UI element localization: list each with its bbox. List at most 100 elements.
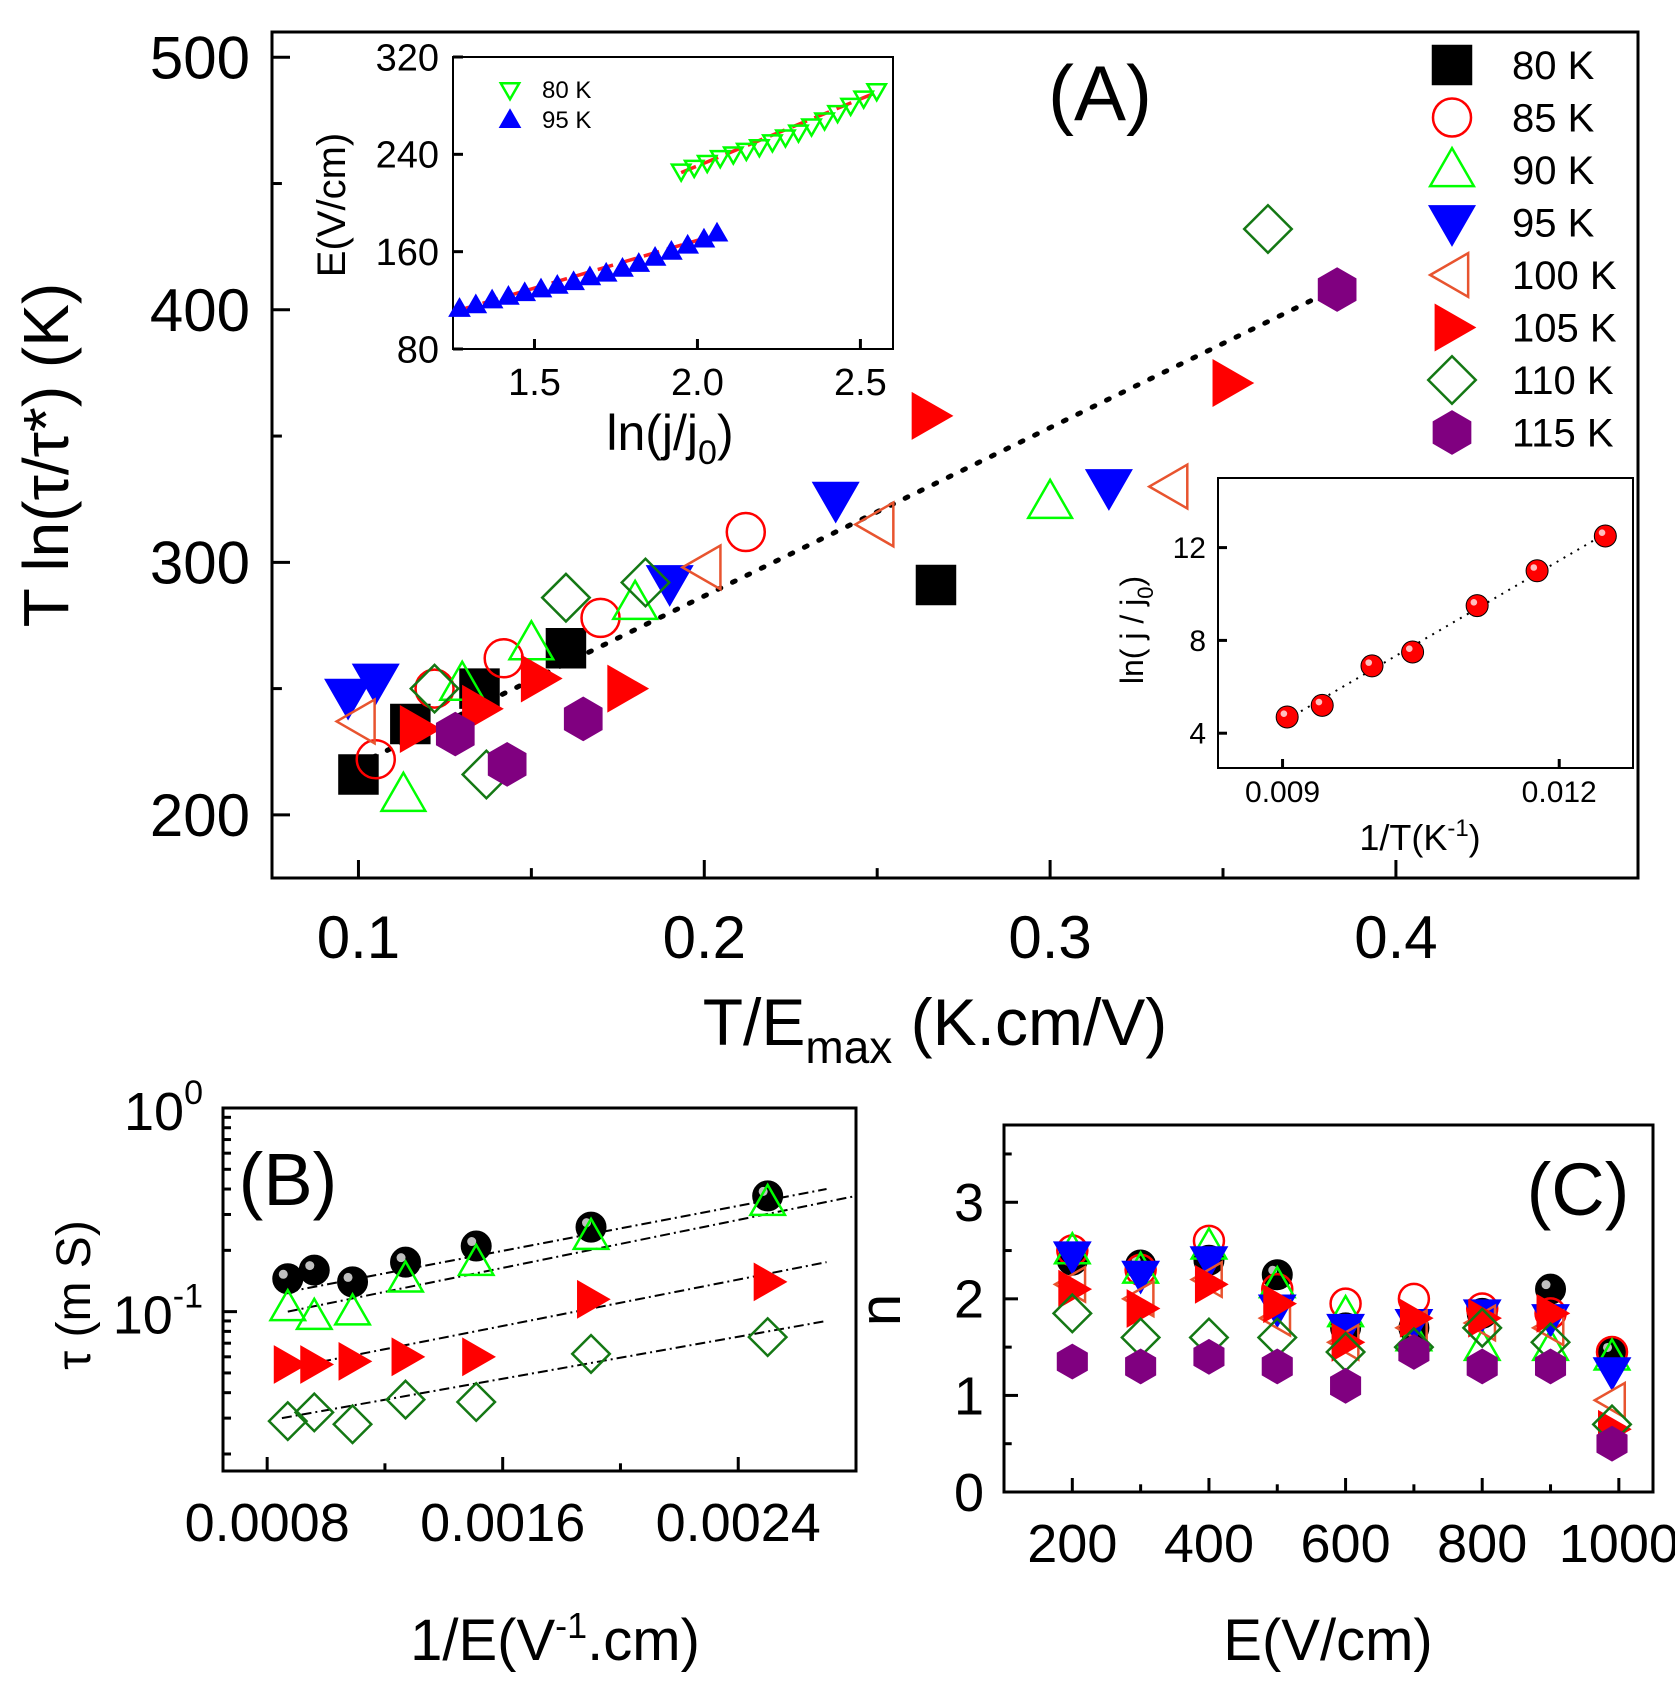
point-ln(j/j0) [1525,559,1549,583]
point-ln(j/j0)-highlight [1280,710,1288,717]
legend-label: 90 K [1512,149,1595,193]
point-105k [462,684,504,733]
inset-legend-marker-95k [498,108,522,129]
point-110k [540,572,592,624]
point-90k [294,1296,334,1331]
point-95k [627,252,651,272]
point-95k [611,256,634,277]
legend-marker-95k [1427,205,1477,247]
point-80k [338,754,379,795]
point-90k [611,578,660,621]
point-95k [705,221,729,242]
point-90k [748,1182,788,1217]
point-ln(j/j0) [1275,705,1299,729]
x-tick-label: 400 [1164,1514,1254,1574]
point-80k [813,112,836,132]
point-95k [480,288,504,309]
y-tick-label: 4 [1189,718,1206,751]
point-80k [839,97,862,118]
point-90k [456,1242,496,1277]
legend-marker-90k [1427,145,1477,188]
point-80k-highlight [343,1272,353,1282]
y-tick-label: 320 [376,37,439,79]
point-110k [409,663,461,715]
point-95k [643,246,667,266]
point-90k [379,770,428,813]
legend-marker-115k [1432,410,1472,455]
point-90k [507,618,556,661]
fit-line [287,1188,827,1293]
point-100k [334,697,376,746]
point-90k [386,1259,425,1293]
panel-b-label: (B) [239,1138,338,1221]
point-95k [594,261,618,282]
point-105k [911,391,954,440]
point-105k [1194,1264,1229,1304]
panel-a-x-label: T/Emax (K.cm/V) [703,985,1168,1073]
panel-a: 0.1 0.2 0.3 0.4 200 300 400 500 (A) T ln(τ/τ*) … [10,24,1640,1073]
point-85k [414,668,455,709]
point-100k [852,500,895,549]
point-90k [333,1291,372,1326]
point-105k [520,654,563,703]
point-95k [1084,469,1133,511]
point-105k [1126,1289,1161,1328]
legend-label: 110 K [1512,359,1614,403]
point-105k [1399,1298,1434,1338]
legend-label: 95 K [1512,202,1595,246]
point-80k [774,129,797,150]
y-tick-label: 300 [150,529,250,596]
point-110k [385,1379,427,1421]
point-85k [725,511,767,553]
point-115k [1596,1425,1628,1462]
y-tick-label: 10-1 [113,1278,203,1346]
point-ln(j/j0)-highlight [1530,564,1538,571]
x-tick-label: 0.0008 [185,1493,350,1553]
point-95k [1189,1246,1229,1280]
point-105k [1212,359,1255,408]
point-80k [826,104,849,125]
point-105k [1263,1284,1298,1324]
panel-c-x-label: E(V/cm) [1223,1608,1432,1673]
y-tick-label: 8 [1189,625,1206,658]
x-tick-label: 0.3 [1008,904,1091,971]
x-tick-label: 0.1 [317,904,400,971]
point-110k [293,1391,335,1433]
point-110k [619,557,672,609]
point-80k [695,154,719,175]
y-tick-label: 200 [150,782,250,849]
point-80k [734,142,758,163]
y-tick-label: 2 [954,1270,984,1330]
point-95k [578,265,602,286]
point-115k [1193,1338,1225,1375]
point-110k [1051,1292,1093,1334]
point-110k [1461,1307,1503,1349]
point-ln(j/j0) [1360,654,1384,678]
point-100k [679,543,722,592]
point-95k [676,233,700,254]
x-tick-label: 0.009 [1245,776,1320,809]
x-tick-label: 1.5 [508,362,561,404]
point-115k [487,742,527,787]
x-tick-label: 600 [1301,1514,1391,1574]
legend-label: 80 K [1512,44,1595,88]
point-ln(j/j0) [1593,524,1617,548]
inset-legend-label: 95 K [542,107,591,134]
point-ln(j/j0)-highlight [1470,599,1478,606]
point-80k-highlight [467,1237,477,1247]
panel-c: 200 400 600 800 1000 0 1 2 3 (C) n E(V/cm) [848,1123,1675,1673]
point-80k [298,1254,330,1286]
y-tick-label: 3 [954,1173,984,1233]
point-95k [660,239,683,260]
point-95k [1052,1241,1092,1276]
point-95k [529,277,553,298]
point-80k [915,564,957,606]
point-95k [545,274,569,294]
point-115k [1466,1348,1498,1385]
point-95k [1121,1260,1161,1295]
point-110k [1242,203,1294,255]
x-tick-label: 2.5 [834,362,887,404]
point-110k [455,1381,497,1423]
point-80k-highlight [1541,1280,1551,1290]
